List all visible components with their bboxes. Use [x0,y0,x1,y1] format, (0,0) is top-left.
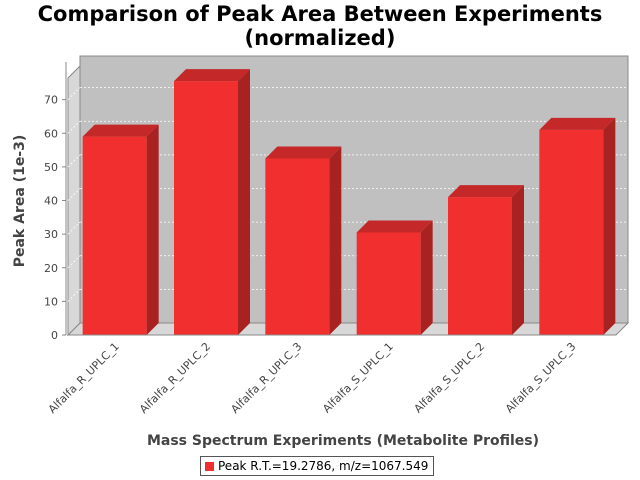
x-tick-label: Alfalfa_R_UPLC_3 [228,340,304,416]
bar-front [539,129,604,335]
bar-side [146,124,159,335]
x-tick-label: Alfalfa_S_UPLC_1 [320,340,396,416]
y-tick-label: 10 [44,295,58,308]
bars [82,69,616,335]
bar-front [265,158,330,335]
legend-label: Peak R.T.=19.2786, m/z=1067.549 [218,459,429,473]
grid-line [67,87,81,100]
plot-back-wall [79,55,629,324]
bar-top [448,185,524,198]
y-tick-label: 70 [44,94,58,107]
bar-front [82,136,147,335]
chart-title: Comparison of Peak Area Between Experime… [0,2,640,50]
y-tick-label: 0 [51,329,58,342]
grid-line [67,188,81,201]
chart-title-line2: (normalized) [244,26,396,50]
bar-side [603,117,616,335]
bar [539,117,616,335]
bar-front [174,81,238,335]
bar-side [512,185,524,335]
bar [82,124,159,335]
plot-area [66,55,630,337]
grid-line [67,221,81,235]
bar-side [329,146,342,335]
bar-front [448,197,512,335]
y-axis-label: Peak Area (1e-3) [12,135,28,268]
bar-top [82,124,159,137]
legend-swatch [205,461,214,471]
grid-line [67,289,81,302]
x-tick-label: Alfalfa_S_UPLC_2 [412,340,488,416]
grid-line [67,255,81,269]
grid-lines [67,87,628,302]
bar-top [174,69,250,82]
bar [356,220,433,335]
x-tick-label: Alfalfa_R_UPLC_2 [137,340,213,416]
legend: Peak R.T.=19.2786, m/z=1067.549 [200,456,435,476]
bar-top [265,146,342,159]
bar-front [356,232,421,335]
plot-left-wall [67,64,81,337]
bar [174,69,250,335]
bar-side [238,69,250,335]
bar [448,185,524,335]
x-tick-label: Alfalfa_R_UPLC_1 [46,340,122,416]
bar [265,146,342,335]
y-tick-label: 60 [44,127,58,140]
grid-line [67,154,81,168]
y-tick-label: 20 [44,262,58,275]
chart-title-line1: Comparison of Peak Area Between Experime… [37,2,603,26]
y-tick-label: 50 [44,161,58,174]
x-tick-label: Alfalfa_S_UPLC_3 [503,340,579,416]
bar-top [356,220,433,233]
y-tick-label: 30 [44,228,58,241]
x-axis: Alfalfa_R_UPLC_1 Alfalfa_R_UPLC_2 Alfalfa_… [46,334,616,416]
y-axis: 0 10 20 30 40 50 60 70 [44,62,67,342]
grid-line [67,120,81,134]
bar-top [539,117,616,130]
y-tick-label: 40 [44,195,58,208]
x-axis-label: Mass Spectrum Experiments (Metabolite Pr… [147,433,539,449]
bar-side [420,220,433,335]
